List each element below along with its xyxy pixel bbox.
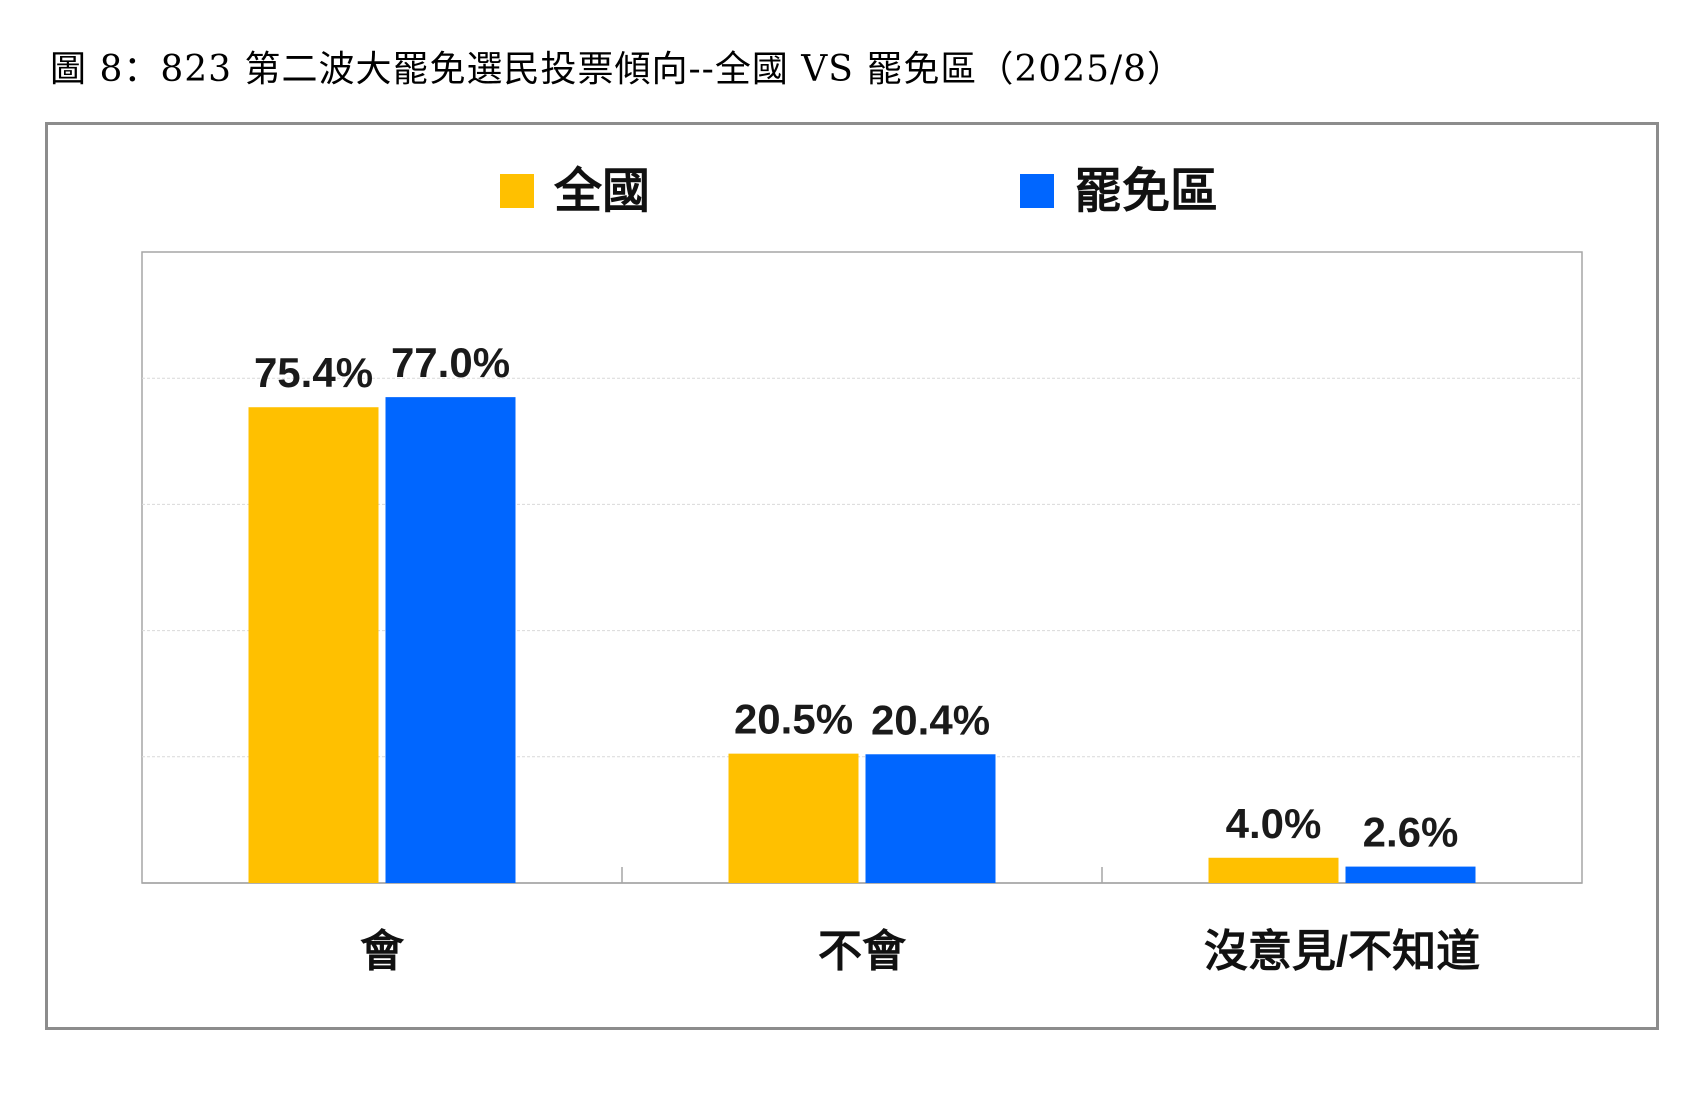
bar-2-1 — [385, 397, 516, 883]
bar-2-3 — [1345, 866, 1476, 883]
data-label: 20.4% — [871, 696, 990, 743]
category-label: 不會 — [818, 927, 907, 976]
legend-label-2: 罷免區 — [1074, 165, 1218, 218]
category-label: 沒意見/不知道 — [1204, 927, 1480, 976]
data-label: 77.0% — [391, 339, 510, 386]
bar-1-2 — [728, 753, 859, 883]
data-label: 20.5% — [734, 696, 853, 743]
legend-swatch-1 — [500, 174, 534, 208]
bar-2-2 — [865, 754, 996, 883]
data-label: 2.6% — [1363, 809, 1459, 856]
page-title: 圖 8：823 第二波大罷免選民投票傾向--全國 VS 罷免區（2025/8） — [50, 49, 1185, 90]
legend-swatch-2 — [1020, 174, 1054, 208]
legend-label-1: 全國 — [553, 164, 650, 218]
bar-1-3 — [1208, 857, 1339, 883]
category-label: 會 — [360, 927, 405, 976]
bar-1-1 — [248, 407, 379, 883]
data-label: 75.4% — [254, 349, 373, 396]
data-label: 4.0% — [1226, 800, 1322, 847]
